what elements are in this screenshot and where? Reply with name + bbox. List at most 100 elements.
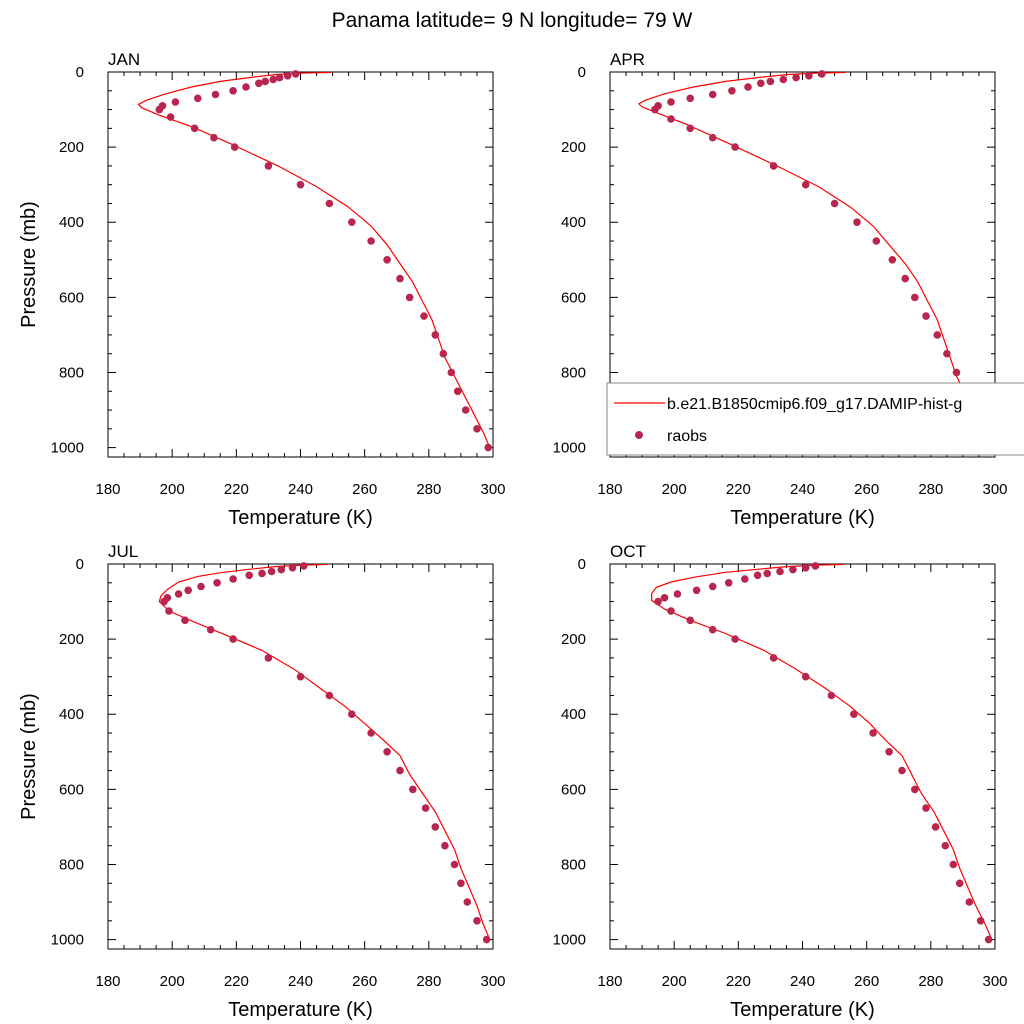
jul-raobs-point [267,567,276,576]
legend-obs-marker [635,431,643,439]
jan-raobs-point [275,73,284,82]
oct-raobs-point [801,672,810,681]
legend-model-label: b.e21.B1850cmip6.f09_g17.DAMIP-hist-g [667,396,962,413]
oct-raobs-point [776,567,784,576]
oct-raobs-point [731,635,739,643]
apr-raobs-point [901,274,909,283]
panel-jul: 180 200 220 240 260 280 300 0 200 400 600 800 1000 JU… [18,542,506,1021]
jul-raobs-point [229,575,237,583]
legend-obs-label: raobs [667,428,707,445]
jul-raobs-point [383,748,391,756]
oct-x-tick-label: 200 [662,973,687,990]
jan-raobs-point [261,77,270,86]
panel-apr: 180 200 220 240 260 280 300 0 200 400 600 800 1000 AP… [553,50,1008,529]
oct-raobs-point [741,575,749,583]
oct-raobs-point [850,710,858,718]
panel-jan: 180 200 220 240 260 280 300 0 200 400 600 800 1000 JA… [18,50,506,529]
oct-y-tick-label: 1000 [553,932,586,949]
oct-raobs-point [660,594,669,602]
jan-raobs-point [283,72,292,80]
apr-raobs-point [769,162,778,170]
oct-raobs-point [885,748,893,756]
jul-raobs-point [431,823,440,831]
jan-raobs-point [420,312,428,320]
jul-raobs-point [441,841,449,850]
jul-y-tick-label: 1000 [51,932,84,949]
jul-raobs-point [174,590,183,598]
jul-y-tick-label: 600 [59,781,84,798]
apr-raobs-point [708,90,717,99]
jan-raobs-point [447,368,456,377]
jan-plot-frame [107,71,494,458]
apr-raobs-point [818,70,826,78]
oct-raobs-point [949,860,958,869]
oct-raobs-point [724,579,733,587]
oct-panel-label: OCT [610,542,646,561]
jan-x-tick-label: 300 [480,481,505,498]
jan-model-profile-line [137,72,491,448]
jan-raobs-point [211,90,220,99]
apr-x-tick-label: 200 [662,481,687,498]
apr-x-tick-label: 300 [982,481,1007,498]
oct-raobs-point [955,879,964,888]
jan-raobs-point [269,75,278,84]
apr-y-tick-label: 400 [561,214,586,231]
jul-raobs-point [197,582,205,591]
jul-raobs-point [184,586,192,595]
jul-x-axis-label: Temperature (K) [228,999,373,1021]
jul-x-tick-label: 180 [95,973,120,990]
apr-raobs-point [911,293,919,302]
oct-x-axis-label: Temperature (K) [730,999,875,1021]
jan-raobs-point [254,79,263,88]
apr-raobs-point [744,83,752,91]
jul-raobs-point [165,607,173,615]
jan-raobs-point [210,133,218,142]
jan-raobs-point [439,349,448,358]
apr-raobs-point [766,77,775,86]
jan-raobs-point [229,87,237,95]
jul-panel-label: JUL [108,542,138,561]
apr-raobs-point [872,237,881,245]
jul-y-tick-label: 400 [59,706,84,723]
jul-raobs-point [325,691,334,700]
jul-raobs-point [229,635,237,643]
jan-raobs-point [194,94,202,103]
jan-raobs-point [325,199,334,208]
oct-raobs-point [673,590,682,598]
jul-raobs-point [296,672,305,681]
oct-y-tick-label: 0 [578,556,586,573]
oct-raobs-point [869,729,877,737]
jul-x-tick-label: 220 [224,973,249,990]
jul-raobs-point [409,785,417,794]
jul-y-tick-label: 800 [59,856,84,873]
jan-y-axis-label: Pressure (mb) [18,201,40,328]
apr-raobs-point [686,124,694,133]
apr-model-profile-line [637,72,995,448]
jan-raobs-point [405,293,414,302]
jul-x-tick-label: 200 [160,973,185,990]
apr-raobs-point [922,312,930,320]
apr-y-tick-label: 800 [561,364,586,381]
jan-raobs-point [242,83,250,91]
oct-x-tick-label: 300 [982,973,1007,990]
jan-raobs-point [461,406,470,414]
apr-raobs-point [708,133,717,142]
oct-raobs-point [789,565,797,574]
jan-raobs-point [453,387,462,396]
apr-raobs-point [952,368,961,377]
oct-raobs-point [911,785,919,794]
jul-raobs-point [463,898,472,906]
oct-raobs-point [898,766,906,775]
jan-x-tick-label: 260 [352,481,377,498]
jul-raobs-point [421,804,430,812]
oct-model-profile-line [651,564,993,940]
jul-raobs-point [299,562,308,570]
apr-x-tick-label: 280 [918,481,943,498]
jan-x-tick-label: 220 [224,481,249,498]
jan-raobs-point [473,425,481,433]
jul-raobs-point [245,571,253,580]
jan-raobs-point [264,162,273,170]
jul-raobs-point [473,917,481,925]
jan-x-axis-label: Temperature (K) [228,507,373,529]
